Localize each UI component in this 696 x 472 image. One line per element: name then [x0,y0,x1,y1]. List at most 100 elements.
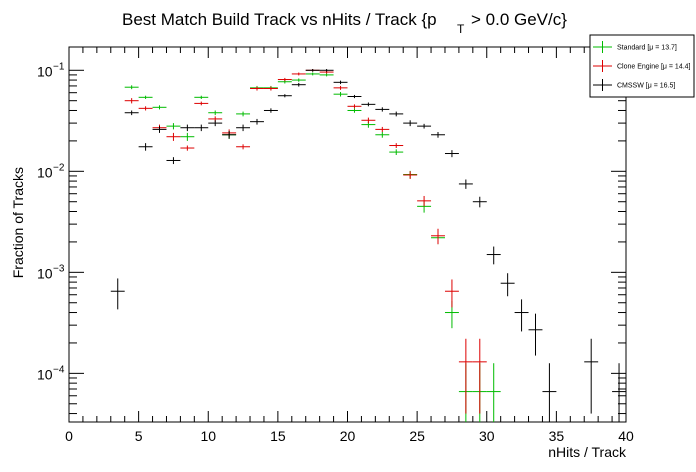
data-point [612,363,626,422]
data-point [375,126,390,132]
data-point [152,105,167,110]
y-tick-label: 10 −2 [37,162,65,180]
data-point [361,102,376,107]
data-point [347,108,362,113]
series-standard [124,72,501,422]
data-point [319,73,334,77]
data-point [333,91,348,97]
data-point [444,150,459,158]
y-tick-base: 10 [37,164,53,180]
data-point [180,132,195,141]
data-point [361,117,376,124]
x-axis: 0 5 10 15 20 25 30 35 40 [65,47,634,444]
data-point [528,313,543,356]
data-point [291,72,306,76]
data-point [347,104,362,109]
x-tick-label: 25 [409,428,425,444]
data-point [236,111,251,117]
data-point [152,126,167,133]
data-point [319,68,334,72]
data-point [250,86,264,91]
data-point [291,78,306,82]
data-point [389,143,404,149]
x-tick-label: 40 [618,428,634,444]
y-axis-label: Fraction of Tracks [10,167,26,278]
y-tick-exponent: −3 [53,263,65,274]
data-point [194,124,209,132]
chart-title-main: Best Match Build Track vs nHits / Track … [122,10,437,29]
data-point [277,77,292,82]
data-point [138,106,153,111]
y-tick-label: 10 −4 [37,364,65,382]
data-point [403,171,418,179]
y-tick-base: 10 [37,265,53,281]
y-tick-exponent: −1 [53,61,65,72]
y-tick-base: 10 [37,63,53,79]
legend-label: Standard [μ = 13.7] [617,45,677,52]
data-point [166,132,181,141]
data-point [263,86,278,91]
y-tick-exponent: −2 [53,162,65,173]
legend-label: Clone Engine [μ = 14.4] [617,64,691,71]
data-point [208,120,223,127]
data-point [472,338,487,414]
data-series [110,68,626,422]
data-point [208,110,223,116]
data-point [417,195,432,207]
data-point [333,85,348,90]
data-point [180,124,195,132]
x-tick-label: 35 [549,428,565,444]
data-point [138,143,153,151]
x-tick-label: 5 [135,428,143,444]
data-point [124,85,139,90]
data-point [277,94,292,98]
data-point [124,110,139,116]
data-point [250,118,264,125]
data-point [291,82,306,87]
y-tick-label: 10 −3 [37,263,65,281]
series-clone-engine [124,68,487,414]
data-point [138,95,153,99]
data-point [263,108,278,113]
chart-title: Best Match Build Track vs nHits / Track … [122,10,567,36]
data-point [222,131,237,139]
x-tick-label: 30 [479,428,495,444]
x-tick-label: 20 [340,428,356,444]
legend-label: CMSSW [μ = 16.5] [617,83,675,90]
data-point [403,120,418,127]
x-axis-label: nHits / Track [548,444,627,460]
data-point [166,123,181,130]
data-point [458,338,473,414]
data-point [180,145,195,151]
data-point [444,279,459,308]
data-point [542,363,557,422]
data-point [333,80,348,85]
plot-frame [68,46,627,423]
data-point [584,338,599,414]
y-tick-base: 10 [37,366,53,382]
data-point [236,124,251,132]
data-point [194,95,209,99]
data-point [347,94,362,99]
data-point [486,363,501,422]
data-point [389,111,404,117]
x-tick-label: 15 [270,428,286,444]
data-point [431,228,445,245]
data-point [305,68,320,72]
legend: Standard [μ = 13.7] Clone Engine [μ = 14.… [589,34,695,98]
chart-title-tail: > 0.0 GeV/c} [471,10,567,29]
data-point [375,107,390,112]
data-point [194,101,209,106]
y-tick-label: 10 −1 [37,61,65,79]
series-cmssw [110,68,626,422]
data-point [124,98,139,104]
data-point [500,273,515,297]
data-point [305,72,320,76]
chart-title-subscript: T [457,22,465,36]
x-tick-label: 10 [200,428,216,444]
data-point [236,144,251,150]
data-point [417,123,432,129]
data-point [389,149,404,156]
data-point [458,179,473,189]
